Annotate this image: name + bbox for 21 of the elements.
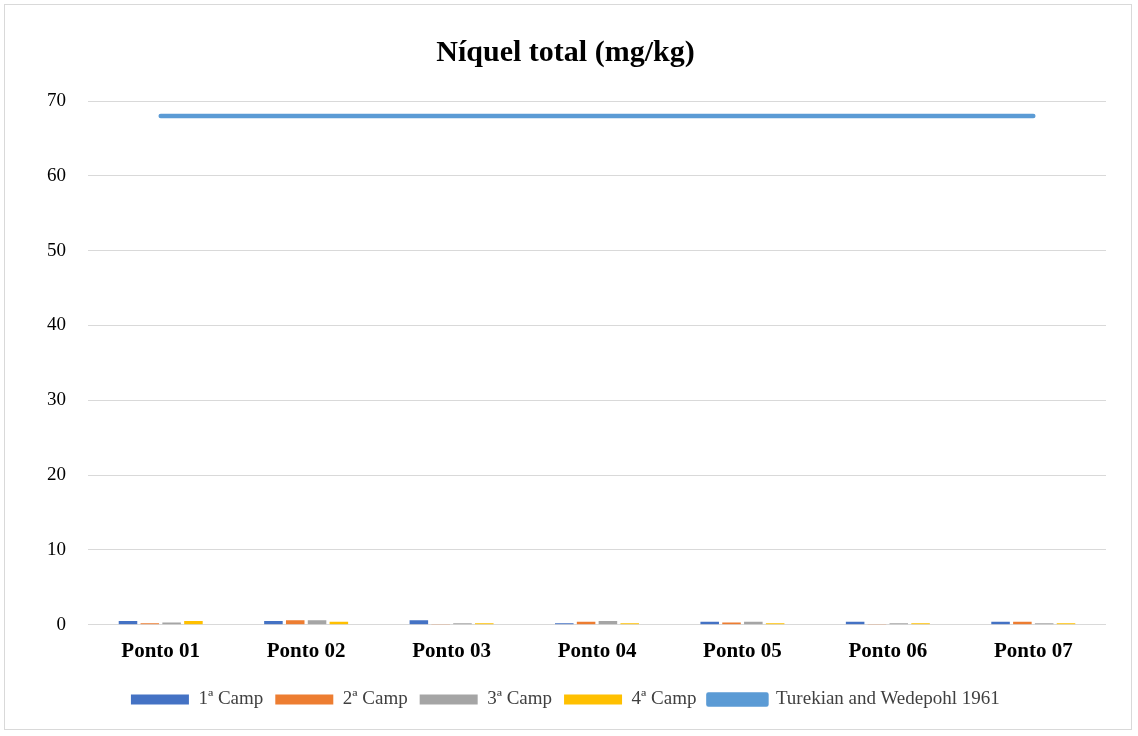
y-tick-label: 20	[47, 463, 66, 485]
legend-label: 1ª Camp	[198, 687, 264, 709]
legend-label: 3ª Camp	[487, 687, 553, 709]
y-tick-label: 30	[47, 388, 66, 410]
y-tick-label: 10	[47, 537, 66, 559]
x-tick-label: Ponto 02	[266, 637, 346, 662]
legend-label: 4ª Camp	[631, 687, 697, 709]
y-tick-label: 70	[47, 88, 66, 110]
x-tick-label: Ponto 04	[557, 637, 637, 662]
legend-label: 2ª Camp	[342, 687, 408, 709]
y-tick-label: 60	[47, 163, 66, 185]
y-tick-label: 40	[47, 313, 66, 335]
x-tick-label: Ponto 07	[993, 637, 1073, 662]
legend-label: Turekian and Wedepohl 1961	[775, 687, 1000, 709]
y-tick-label: 50	[47, 238, 66, 260]
y-tick-label: 0	[56, 612, 66, 634]
x-tick-label: Ponto 01	[121, 637, 201, 662]
x-tick-label: Ponto 06	[848, 637, 928, 662]
chart-title: Níquel total (mg/kg)	[436, 33, 695, 68]
x-tick-label: Ponto 03	[412, 637, 491, 662]
x-tick-label: Ponto 05	[703, 637, 782, 662]
